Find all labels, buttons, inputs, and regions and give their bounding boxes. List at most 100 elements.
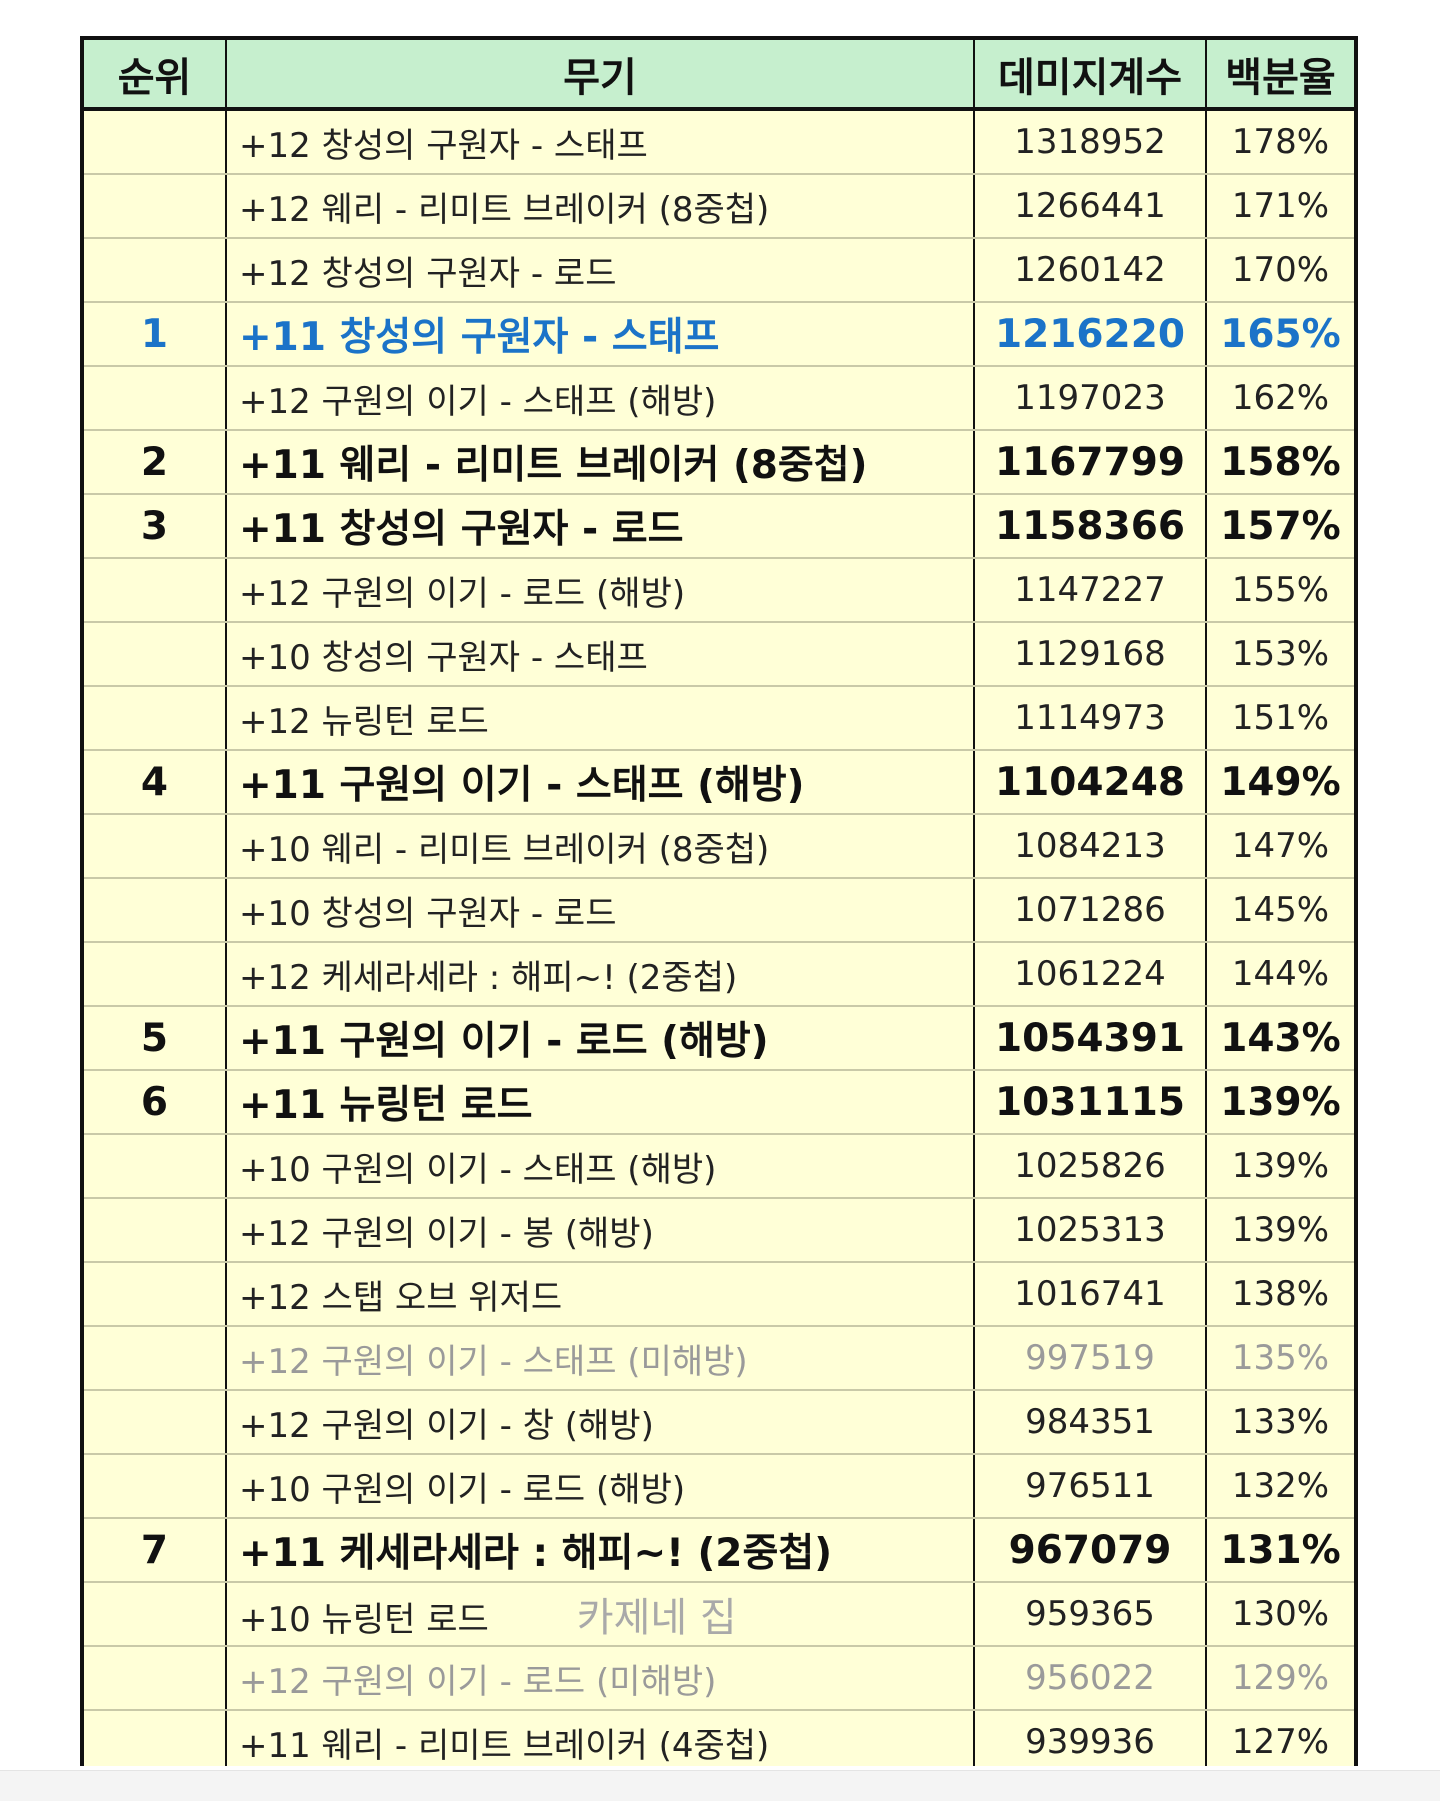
rank-cell <box>84 1454 227 1519</box>
percent-cell: 127% <box>1206 1710 1354 1766</box>
table-row: +12 창성의 구원자 - 스태프 1318952 178% <box>84 109 1354 175</box>
weapon-ranking-table: 순위 무기 데미지계수 백분율 +12 창성의 구원자 - 스태프 1318952… <box>84 40 1354 1766</box>
damage-cell: 1025313 <box>974 1198 1207 1263</box>
weapon-cell: +10 뉴링턴 로드 카제네 집 <box>226 1582 975 1647</box>
rank-cell: 7 <box>84 1518 227 1583</box>
percent-cell: 135% <box>1206 1326 1354 1391</box>
rank-cell <box>84 1134 227 1199</box>
table-row-ranked: 6 +11 뉴링턴 로드 1031115 139% <box>84 1070 1354 1135</box>
table-row-ranked: 4 +11 구원의 이기 - 스태프 (해방) 1104248 149% <box>84 750 1354 815</box>
rank-cell <box>84 622 227 687</box>
weapon-cell: +11 창성의 구원자 - 로드 <box>226 494 975 559</box>
percent-cell: 131% <box>1206 1518 1354 1583</box>
percent-cell: 158% <box>1206 430 1354 495</box>
table-row: +12 창성의 구원자 - 로드 1260142 170% <box>84 238 1354 303</box>
percent-cell: 165% <box>1206 302 1354 367</box>
rank-cell <box>84 1646 227 1711</box>
table-body: +12 창성의 구원자 - 스태프 1318952 178% +12 웨리 - 리미… <box>84 109 1354 1766</box>
damage-cell: 1061224 <box>974 942 1207 1007</box>
damage-cell: 1197023 <box>974 366 1207 431</box>
rank-cell: 1 <box>84 302 227 367</box>
damage-cell: 1318952 <box>974 109 1207 175</box>
percent-cell: 170% <box>1206 238 1354 303</box>
percent-cell: 133% <box>1206 1390 1354 1455</box>
damage-cell: 997519 <box>974 1326 1207 1391</box>
weapon-cell: +11 웨리 - 리미트 브레이커 (8중첩) <box>226 430 975 495</box>
table-row: +10 구원의 이기 - 스태프 (해방) 1025826 139% <box>84 1134 1354 1199</box>
percent-cell: 153% <box>1206 622 1354 687</box>
rank-cell <box>84 238 227 303</box>
damage-cell: 1084213 <box>974 814 1207 879</box>
header-weapon: 무기 <box>226 40 975 111</box>
rank-cell <box>84 1326 227 1391</box>
table-row-ranked: 1 +11 창성의 구원자 - 스태프 1216220 165% <box>84 302 1354 367</box>
rank-cell <box>84 1710 227 1766</box>
damage-cell: 1167799 <box>974 430 1207 495</box>
percent-cell: 139% <box>1206 1070 1354 1135</box>
percent-cell: 145% <box>1206 878 1354 943</box>
watermark-note: 카제네 집 <box>576 1595 737 1641</box>
table-row: +11 웨리 - 리미트 브레이커 (4중첩) 939936 127% <box>84 1710 1354 1766</box>
weapon-cell: +11 구원의 이기 - 스태프 (해방) <box>226 750 975 815</box>
rank-cell: 5 <box>84 1006 227 1071</box>
table-row: +12 구원의 이기 - 봉 (해방) 1025313 139% <box>84 1198 1354 1263</box>
percent-cell: 171% <box>1206 174 1354 239</box>
damage-cell: 1031115 <box>974 1070 1207 1135</box>
percent-cell: 149% <box>1206 750 1354 815</box>
weapon-cell: +11 창성의 구원자 - 스태프 <box>226 302 975 367</box>
weapon-cell: +11 케세라세라 : 해피~! (2중첩) <box>226 1518 975 1583</box>
weapon-cell: +12 스탭 오브 위저드 <box>226 1262 975 1327</box>
percent-cell: 147% <box>1206 814 1354 879</box>
table-row: +10 웨리 - 리미트 브레이커 (8중첩) 1084213 147% <box>84 814 1354 879</box>
table-row-ranked: 3 +11 창성의 구원자 - 로드 1158366 157% <box>84 494 1354 559</box>
header-percent: 백분율 <box>1206 40 1354 111</box>
table-row: +12 구원의 이기 - 창 (해방) 984351 133% <box>84 1390 1354 1455</box>
table-row: +12 스탭 오브 위저드 1016741 138% <box>84 1262 1354 1327</box>
rank-cell <box>84 1390 227 1455</box>
damage-cell: 1129168 <box>974 622 1207 687</box>
rank-cell <box>84 1262 227 1327</box>
percent-cell: 144% <box>1206 942 1354 1007</box>
damage-cell: 1025826 <box>974 1134 1207 1199</box>
weapon-cell: +12 웨리 - 리미트 브레이커 (8중첩) <box>226 174 975 239</box>
table-row-muted: +12 구원의 이기 - 로드 (미해방) 956022 129% <box>84 1646 1354 1711</box>
percent-cell: 151% <box>1206 686 1354 751</box>
damage-cell: 939936 <box>974 1710 1207 1766</box>
rank-cell: 3 <box>84 494 227 559</box>
rank-cell <box>84 942 227 1007</box>
rank-cell <box>84 686 227 751</box>
damage-cell: 976511 <box>974 1454 1207 1519</box>
rank-cell <box>84 1582 227 1647</box>
table-row: +12 구원의 이기 - 스태프 (해방) 1197023 162% <box>84 366 1354 431</box>
percent-cell: 138% <box>1206 1262 1354 1327</box>
percent-cell: 139% <box>1206 1134 1354 1199</box>
rank-cell <box>84 814 227 879</box>
weapon-cell: +10 구원의 이기 - 스태프 (해방) <box>226 1134 975 1199</box>
weapon-cell: +12 창성의 구원자 - 스태프 <box>226 109 975 175</box>
weapon-cell: +11 뉴링턴 로드 <box>226 1070 975 1135</box>
weapon-ranking-sheet: 순위 무기 데미지계수 백분율 +12 창성의 구원자 - 스태프 1318952… <box>80 36 1358 1766</box>
weapon-cell: +11 구원의 이기 - 로드 (해방) <box>226 1006 975 1071</box>
damage-cell: 1260142 <box>974 238 1207 303</box>
weapon-cell: +10 창성의 구원자 - 스태프 <box>226 622 975 687</box>
rank-cell <box>84 109 227 175</box>
percent-cell: 129% <box>1206 1646 1354 1711</box>
weapon-cell: +12 구원의 이기 - 창 (해방) <box>226 1390 975 1455</box>
rank-cell: 2 <box>84 430 227 495</box>
table-row-ranked: 5 +11 구원의 이기 - 로드 (해방) 1054391 143% <box>84 1006 1354 1071</box>
damage-cell: 956022 <box>974 1646 1207 1711</box>
damage-cell: 967079 <box>974 1518 1207 1583</box>
table-row: +12 웨리 - 리미트 브레이커 (8중첩) 1266441 171% <box>84 174 1354 239</box>
weapon-cell: +10 구원의 이기 - 로드 (해방) <box>226 1454 975 1519</box>
damage-cell: 1054391 <box>974 1006 1207 1071</box>
table-row: +10 창성의 구원자 - 로드 1071286 145% <box>84 878 1354 943</box>
damage-cell: 1071286 <box>974 878 1207 943</box>
damage-cell: 1266441 <box>974 174 1207 239</box>
header-row: 순위 무기 데미지계수 백분율 <box>84 40 1354 111</box>
percent-cell: 132% <box>1206 1454 1354 1519</box>
rank-cell: 4 <box>84 750 227 815</box>
table-row-ranked: 2 +11 웨리 - 리미트 브레이커 (8중첩) 1167799 158% <box>84 430 1354 495</box>
weapon-cell: +11 웨리 - 리미트 브레이커 (4중첩) <box>226 1710 975 1766</box>
table-row-muted: +12 구원의 이기 - 스태프 (미해방) 997519 135% <box>84 1326 1354 1391</box>
damage-cell: 959365 <box>974 1582 1207 1647</box>
